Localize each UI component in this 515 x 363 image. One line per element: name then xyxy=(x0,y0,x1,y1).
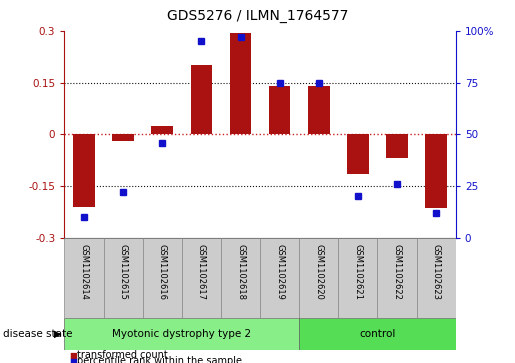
Text: transformed count: transformed count xyxy=(77,350,168,360)
Text: GDS5276 / ILMN_1764577: GDS5276 / ILMN_1764577 xyxy=(167,9,348,23)
Bar xyxy=(269,86,290,134)
Bar xyxy=(338,238,377,318)
Text: ■: ■ xyxy=(70,351,77,359)
Bar xyxy=(377,238,417,318)
Text: GSM1102620: GSM1102620 xyxy=(314,244,323,300)
Bar xyxy=(73,134,95,207)
Bar xyxy=(64,238,104,318)
Bar xyxy=(221,238,260,318)
Bar xyxy=(64,318,299,350)
Text: percentile rank within the sample: percentile rank within the sample xyxy=(77,356,242,363)
Text: Myotonic dystrophy type 2: Myotonic dystrophy type 2 xyxy=(112,329,251,339)
Bar xyxy=(299,238,338,318)
Text: GSM1102622: GSM1102622 xyxy=(392,244,402,300)
Text: ■: ■ xyxy=(70,357,77,363)
Text: GSM1102616: GSM1102616 xyxy=(158,244,167,300)
Text: control: control xyxy=(359,329,396,339)
Text: GSM1102623: GSM1102623 xyxy=(432,244,441,300)
Bar xyxy=(308,86,330,134)
Bar xyxy=(417,238,456,318)
Bar xyxy=(425,134,447,208)
Bar xyxy=(299,318,456,350)
Text: disease state: disease state xyxy=(3,329,72,339)
Bar xyxy=(230,33,251,134)
Text: GSM1102621: GSM1102621 xyxy=(353,244,363,300)
Bar xyxy=(347,134,369,174)
Text: GSM1102619: GSM1102619 xyxy=(275,244,284,300)
Bar xyxy=(386,134,408,158)
Text: GSM1102617: GSM1102617 xyxy=(197,244,206,300)
Bar xyxy=(151,126,173,134)
Bar xyxy=(104,238,143,318)
Text: GSM1102618: GSM1102618 xyxy=(236,244,245,300)
Bar xyxy=(260,238,299,318)
Text: GSM1102614: GSM1102614 xyxy=(79,244,89,300)
Bar xyxy=(182,238,221,318)
Text: ▶: ▶ xyxy=(54,329,61,339)
Bar xyxy=(112,134,134,141)
Text: GSM1102615: GSM1102615 xyxy=(118,244,128,300)
Bar xyxy=(191,65,212,134)
Bar xyxy=(143,238,182,318)
